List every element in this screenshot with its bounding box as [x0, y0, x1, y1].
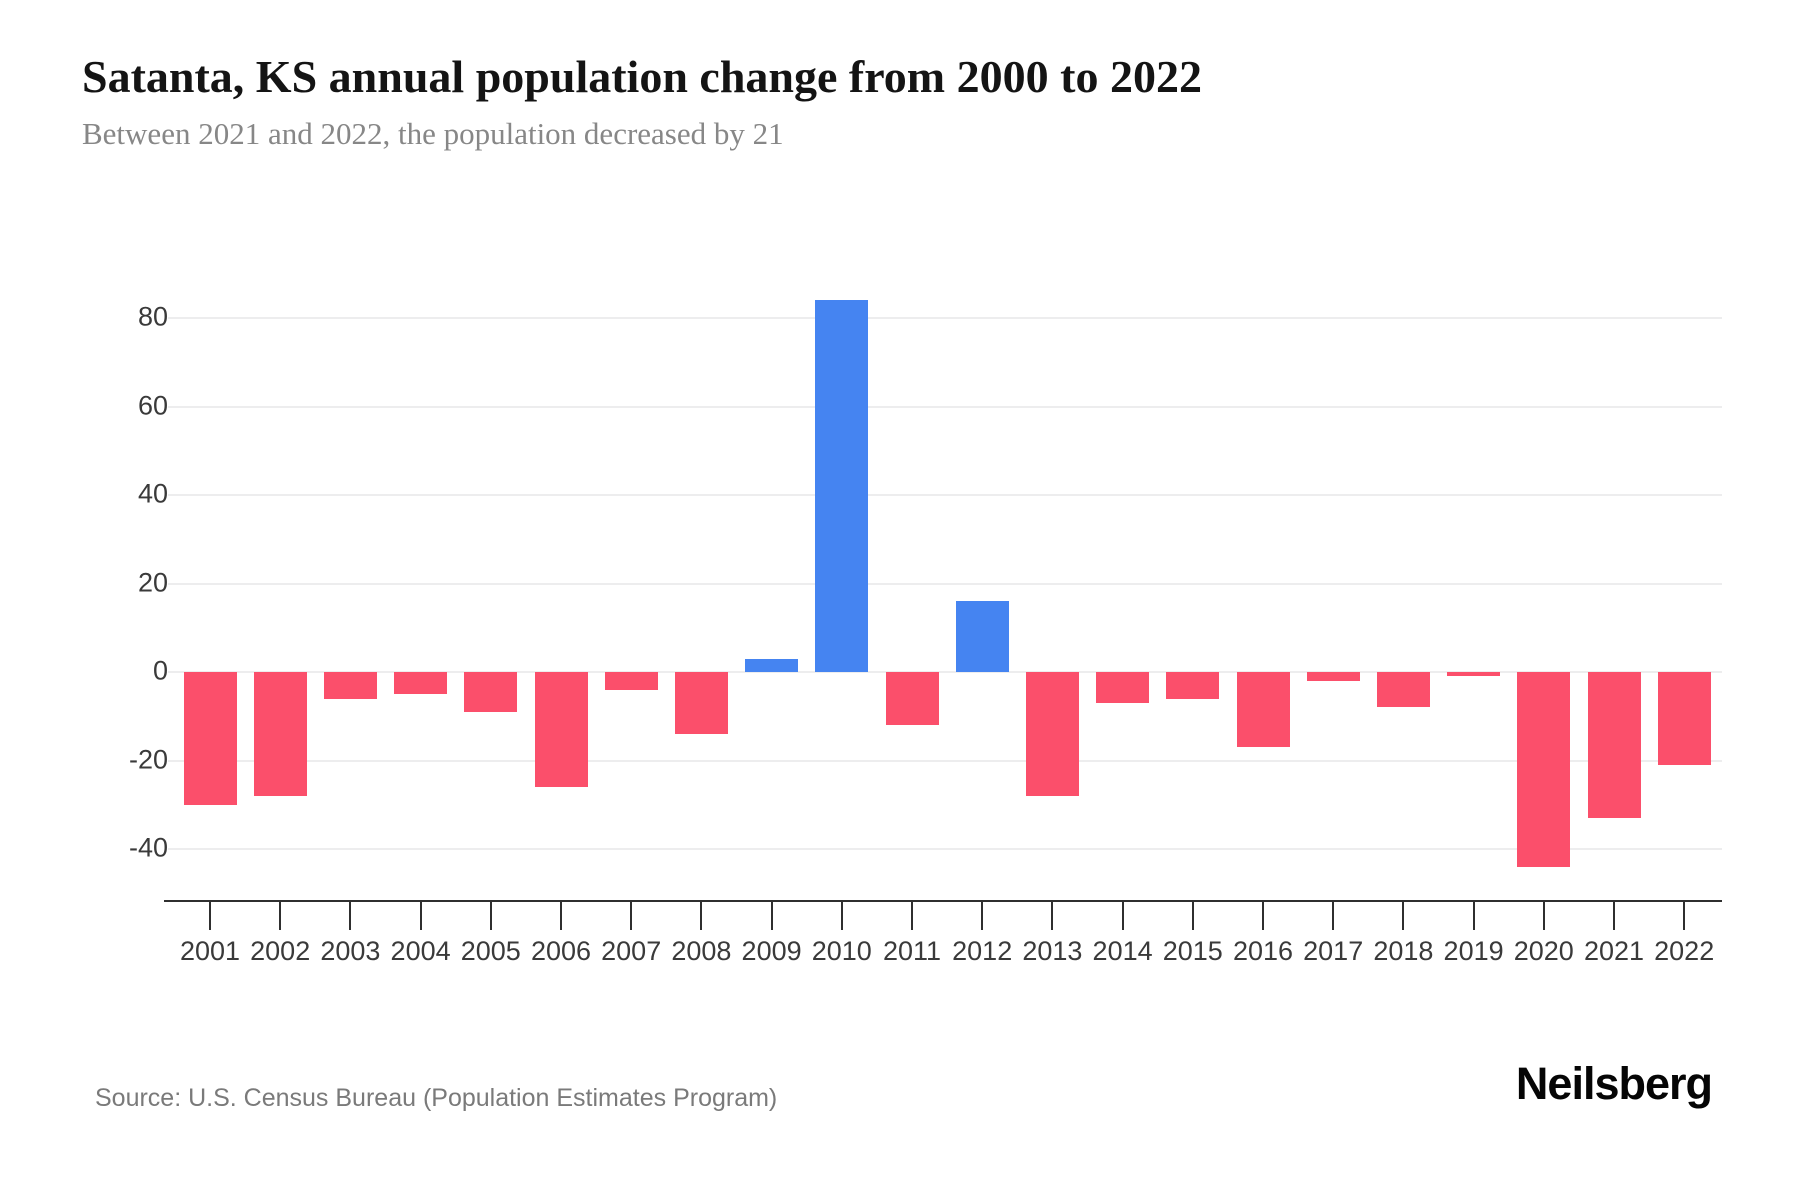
gridline--40: [168, 848, 1722, 850]
bar-2009[interactable]: [745, 658, 799, 672]
x-axis-label-2016: 2016: [1232, 936, 1294, 966]
bar-2002[interactable]: [253, 672, 307, 796]
x-axis-tick: [911, 902, 913, 930]
x-axis-label-2009: 2009: [741, 936, 802, 966]
x-axis-label-2002: 2002: [250, 936, 311, 966]
bar-2012[interactable]: [955, 601, 1009, 672]
x-axis-label-2006: 2006: [530, 936, 592, 966]
x-axis-label-2017: 2017: [1303, 936, 1364, 966]
x-axis-tick: [1191, 902, 1194, 930]
x-axis-tick: [1051, 902, 1054, 930]
gridline--20: [168, 759, 1722, 762]
x-axis-tick: [840, 902, 843, 930]
x-axis-label-2015: 2015: [1162, 936, 1223, 966]
chart-title: Satanta, KS annual population change fro…: [82, 51, 1202, 102]
x-axis-tick: [1472, 902, 1475, 930]
gridline-40: [168, 494, 1722, 496]
bar-2018[interactable]: [1376, 672, 1430, 708]
bar-2010[interactable]: [815, 300, 869, 672]
x-axis-label-2001: 2001: [179, 936, 241, 966]
x-axis-tick: [349, 902, 352, 930]
x-axis-label-2012: 2012: [952, 936, 1013, 966]
x-axis-tick: [489, 902, 492, 930]
x-axis-tick: [1683, 902, 1686, 930]
x-axis-tick: [1402, 902, 1405, 930]
x-axis-label-2003: 2003: [320, 936, 381, 966]
x-axis-label-2004: 2004: [390, 936, 451, 966]
bar-2001[interactable]: [183, 672, 237, 805]
y-axis-tick-label: -40: [128, 832, 168, 863]
x-axis-label-2018: 2018: [1373, 936, 1434, 966]
x-axis-line: [164, 900, 1722, 902]
bar-chart: 80 60 40 20 0 -20 -40 2001 2002 2003 2004 2005 2006 2…: [128, 300, 1722, 966]
x-axis-tick: [560, 902, 562, 930]
bar-2006[interactable]: [534, 672, 588, 788]
chart-subtitle: Between 2021 and 2022, the population de…: [82, 116, 784, 151]
x-axis-tick: [1332, 902, 1335, 930]
x-axis-tick: [1542, 902, 1545, 930]
x-axis-tick: [981, 902, 984, 930]
x-axis-tick: [770, 902, 773, 930]
bar-2015[interactable]: [1166, 672, 1220, 699]
bar-2019[interactable]: [1447, 672, 1501, 677]
x-axis-label-2013: 2013: [1022, 936, 1083, 966]
source-note: Source: U.S. Census Bureau (Population E…: [95, 1084, 778, 1112]
gridline-0: [168, 671, 1722, 673]
bar-2014[interactable]: [1096, 672, 1150, 703]
y-axis-tick-label: 60: [137, 389, 168, 420]
x-axis-tick: [1262, 902, 1264, 930]
x-axis-label-2008: 2008: [671, 936, 732, 966]
brand-logo: Neilsberg: [1515, 1058, 1713, 1109]
x-axis-label-2010: 2010: [811, 936, 872, 966]
gridline-60: [168, 405, 1722, 408]
x-axis-tick: [700, 902, 703, 930]
bar-2020[interactable]: [1517, 672, 1571, 867]
x-axis-tick: [419, 902, 422, 930]
y-axis-tick-label: 20: [137, 566, 168, 597]
gridline-20: [168, 582, 1722, 585]
y-axis-tick-label: 80: [137, 301, 168, 332]
x-axis-label-2021: 2021: [1583, 936, 1645, 966]
bar-2013[interactable]: [1025, 672, 1079, 796]
bar-2004[interactable]: [394, 672, 448, 695]
bar-2003[interactable]: [323, 672, 377, 699]
x-axis-label-2005: 2005: [460, 936, 521, 966]
y-axis-tick-label: -20: [128, 743, 168, 774]
bar-2022[interactable]: [1657, 672, 1711, 765]
bar-2008[interactable]: [674, 672, 728, 734]
x-axis-tick: [630, 902, 633, 930]
x-axis-label-2007: 2007: [601, 936, 662, 966]
bar-2011[interactable]: [885, 672, 939, 726]
bar-2016[interactable]: [1236, 672, 1290, 748]
x-axis-label-2011: 2011: [882, 936, 942, 966]
bar-2007[interactable]: [604, 672, 658, 690]
bar-2021[interactable]: [1587, 672, 1641, 819]
y-axis-tick-label: 40: [137, 478, 168, 509]
x-axis-tick: [1121, 902, 1124, 930]
bar-2017[interactable]: [1306, 672, 1360, 681]
x-axis-label-2022: 2022: [1654, 936, 1715, 966]
x-axis-label-2019: 2019: [1443, 936, 1504, 966]
x-axis-label-2014: 2014: [1092, 936, 1153, 966]
y-axis-tick-label: 0: [152, 655, 168, 686]
x-axis-label-2020: 2020: [1513, 936, 1574, 966]
bar-2005[interactable]: [464, 672, 518, 712]
x-axis-tick: [209, 902, 211, 930]
x-axis-tick: [1613, 902, 1615, 930]
x-axis-tick: [279, 902, 282, 930]
gridline-80: [168, 317, 1722, 319]
